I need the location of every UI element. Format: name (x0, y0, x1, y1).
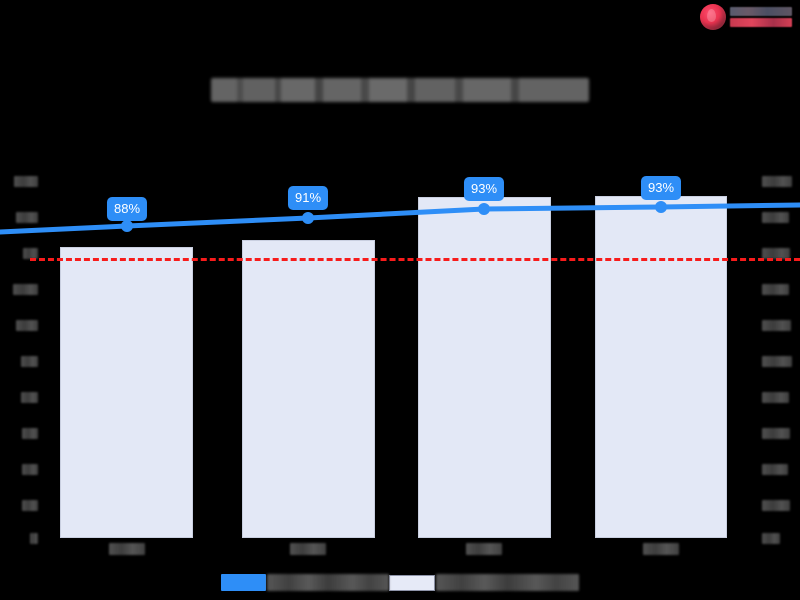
left-axis-tick-6 (21, 392, 38, 403)
line-marker-2[interactable] (478, 203, 490, 215)
right-axis-tick-4 (762, 320, 791, 331)
right-axis-tick-2 (762, 248, 790, 259)
line-marker-3[interactable] (655, 201, 667, 213)
left-axis-tick-10 (30, 533, 38, 544)
left-axis-tick-9 (22, 500, 38, 511)
line-marker-1[interactable] (302, 212, 314, 224)
bar-2[interactable] (418, 197, 551, 538)
chart-title (0, 78, 800, 107)
right-axis-tick-10 (762, 533, 780, 544)
chart-title-text (211, 78, 589, 102)
line-path (0, 202, 800, 235)
reference-line (30, 258, 800, 261)
right-axis-tick-8 (762, 464, 788, 475)
bar-0[interactable] (60, 247, 193, 538)
legend-item-bar[interactable] (389, 574, 579, 591)
left-axis-tick-8 (22, 464, 38, 475)
left-axis-tick-3 (13, 284, 38, 295)
legend-swatch-bar (389, 574, 435, 591)
data-label-3: 93% (640, 176, 682, 200)
chart-legend (221, 574, 579, 591)
left-axis-tick-2 (23, 248, 38, 259)
right-axis-tick-9 (762, 500, 790, 511)
left-axis-tick-7 (22, 428, 38, 439)
right-axis-tick-7 (762, 428, 790, 439)
bar-1[interactable] (242, 240, 375, 538)
data-label-2: 93% (463, 177, 505, 201)
right-axis-tick-1 (762, 212, 789, 223)
data-label-0: 88% (106, 197, 148, 221)
right-axis-tick-3 (762, 284, 789, 295)
data-label-1: 91% (287, 186, 329, 210)
category-label-1 (290, 543, 326, 555)
right-axis-tick-0 (762, 176, 792, 187)
category-label-2 (466, 543, 502, 555)
legend-label-line (267, 574, 389, 591)
category-label-3 (643, 543, 679, 555)
category-label-0 (109, 543, 145, 555)
logo-wordmark-line-bottom (730, 18, 792, 27)
legend-item-line[interactable] (221, 574, 389, 591)
left-axis-tick-4 (16, 320, 38, 331)
left-axis-tick-5 (21, 356, 38, 367)
legend-label-bar (436, 574, 579, 591)
line-marker-0[interactable] (121, 220, 133, 232)
logo-wordmark-line-top (730, 7, 792, 16)
left-axis-tick-0 (14, 176, 38, 187)
left-axis-tick-1 (16, 212, 38, 223)
legend-swatch-line (221, 574, 266, 591)
logo-wordmark (730, 7, 792, 27)
right-axis-tick-6 (762, 392, 789, 403)
brand-logo (700, 4, 792, 30)
logo-mark-icon (700, 4, 726, 30)
right-axis-tick-5 (762, 356, 792, 367)
